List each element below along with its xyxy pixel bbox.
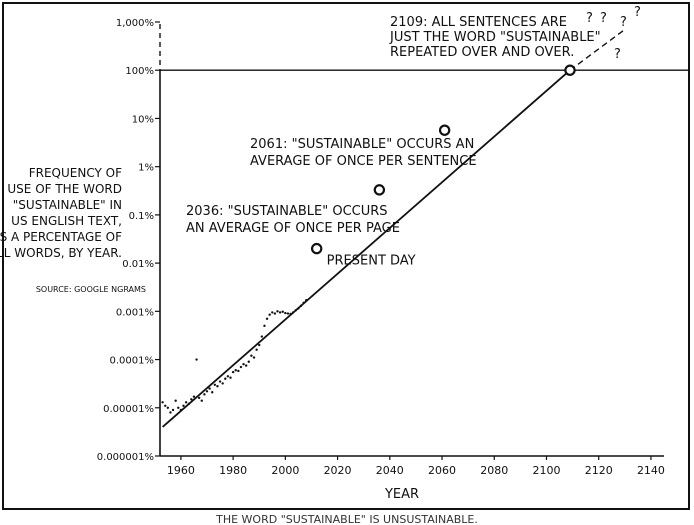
source-note: SOURCE: GOOGLE NGRAMS [36,285,146,294]
x-tick-label: 2040 [376,464,404,477]
data-point [171,408,175,412]
data-point [276,310,279,313]
data-point [255,348,258,351]
data-point [192,395,196,398]
data-point [174,399,177,402]
data-point [237,369,240,373]
y-tick-label: 0.000001% [97,452,154,463]
y-tick-label: 0.001% [116,307,154,318]
question-mark: ? [614,47,621,62]
data-point [278,311,282,314]
axes [159,24,688,457]
caption: THE WORD "SUSTAINABLE" IS UNSUSTAINABLE. [215,513,478,525]
milestone-marker [310,242,323,255]
y-tick-label: 0.00001% [103,404,154,415]
scatter-series [161,299,308,414]
question-mark: ? [600,11,607,26]
milestone-marker [564,64,576,76]
data-point [273,312,277,315]
x-tick-label: 1960 [167,464,195,477]
milestone-marker [438,124,451,136]
data-point [218,380,222,383]
data-point [169,411,172,414]
x-tick-label: 2080 [480,464,508,477]
question-mark: ? [620,15,627,30]
data-point [229,376,232,379]
data-point [263,324,266,328]
data-point [242,363,245,366]
data-point [234,369,237,372]
data-point [166,406,170,409]
data-point [231,370,235,374]
milestone-2109-label: 2109: ALL SENTENCES ARE JUST THE WORD "SU… [389,15,601,60]
trend-line-projection [569,28,626,71]
data-point [247,360,250,363]
milestone-2061-label: 2061: "SUSTAINABLE" OCCURS AN AVERAGE OF … [250,137,477,169]
data-point [213,383,217,386]
trend-line [162,69,571,428]
data-point [226,375,230,378]
x-ticks: 1960 1980 2000 2020 2040 2060 2080 2100 2120 2140 [167,456,665,477]
data-point [184,401,188,404]
data-point [216,385,219,388]
data-point [239,365,243,369]
data-point [265,317,269,321]
data-point [177,406,180,409]
y-tick-label: 10% [132,114,154,125]
data-point [284,311,287,315]
data-point [164,404,167,407]
milestones [310,64,576,255]
data-point [250,354,253,357]
y-axis-label: FREQUENCY OF USE OF THE WORD "SUSTAINABLE"… [0,166,122,260]
data-point [197,396,201,400]
data-point [182,404,185,407]
data-point [286,312,290,315]
data-point [260,335,264,338]
data-point [195,358,198,361]
data-point [208,387,211,390]
x-axis-label: YEAR [384,487,419,502]
x-tick-label: 2060 [428,464,456,477]
data-point [221,382,224,385]
x-tick-label: 1980 [219,464,247,477]
comic-panel [2,2,690,510]
present-day-label: PRESENT DAY [327,254,416,269]
y-tick-label: 1% [138,163,154,174]
data-point [200,399,203,402]
y-tick-label: 1,000% [116,18,154,29]
data-point [271,311,274,314]
data-point [224,377,227,380]
annotations: PRESENT DAY 2036: "SUSTAINABLE" OCCURS AN … [0,5,641,525]
y-tick-label: 0.1% [129,211,154,222]
data-point [190,398,193,401]
data-point [244,364,248,367]
y-ticks: 0.000001% 0.00001% 0.0001% 0.001% 0.01% 0.1% 1… [97,18,160,463]
y-tick-label: 0.0001% [110,356,155,367]
question-mark: ? [586,11,593,26]
data-point [203,393,206,396]
data-point [211,391,214,394]
milestone-2036-label: 2036: "SUSTAINABLE" OCCURS AN AVERAGE OF … [186,204,400,236]
x-tick-label: 2120 [585,464,613,477]
x-tick-label: 2000 [271,464,299,477]
question-mark: ? [634,5,641,20]
data-point [252,356,256,359]
x-tick-label: 2020 [324,464,352,477]
trend-series [162,28,626,428]
data-point [205,390,209,393]
y-tick-label: 0.01% [122,259,154,270]
x-tick-label: 2100 [532,464,560,477]
data-point [281,310,284,313]
data-point [161,401,164,404]
data-point [268,313,271,316]
data-point [258,343,261,347]
milestone-marker [373,184,386,196]
x-tick-label: 2140 [637,464,665,477]
y-tick-label: 100% [125,66,154,77]
